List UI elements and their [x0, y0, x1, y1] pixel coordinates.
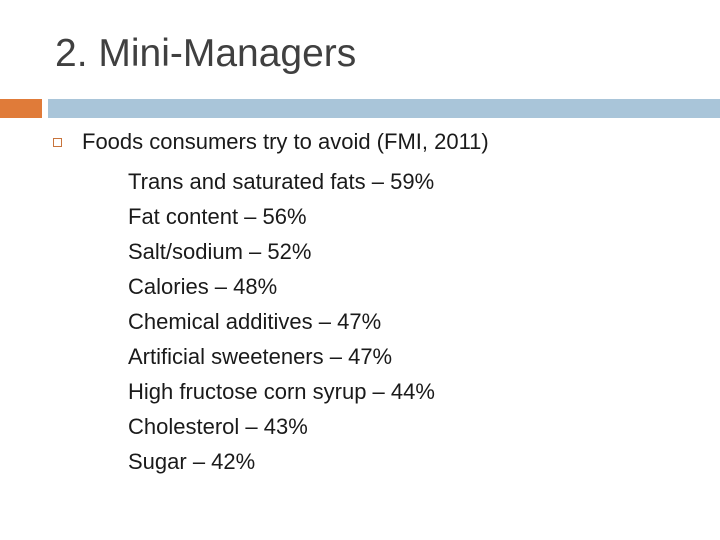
- list-item: Fat content – 56%: [128, 204, 307, 229]
- list-item: High fructose corn syrup – 44%: [128, 379, 435, 404]
- list-item: Salt/sodium – 52%: [128, 239, 312, 264]
- list-item: Artificial sweeteners – 47%: [128, 344, 393, 369]
- list-item: Calories – 48%: [128, 274, 278, 299]
- list-item: Sugar – 42%: [128, 449, 256, 474]
- list-item: Cholesterol – 43%: [128, 414, 308, 439]
- item-list: Trans and saturated fats – 59% Fat conten…: [128, 164, 435, 479]
- list-item: Trans and saturated fats – 59%: [128, 169, 435, 194]
- list-item: Chemical additives – 47%: [128, 309, 382, 334]
- bullet-text: Foods consumers try to avoid (FMI, 2011): [82, 129, 489, 154]
- bullet-marker: [53, 138, 62, 147]
- slide-title: 2. Mini-Managers: [55, 32, 357, 75]
- accent-bar: [0, 99, 42, 118]
- divider-bar: [48, 99, 720, 118]
